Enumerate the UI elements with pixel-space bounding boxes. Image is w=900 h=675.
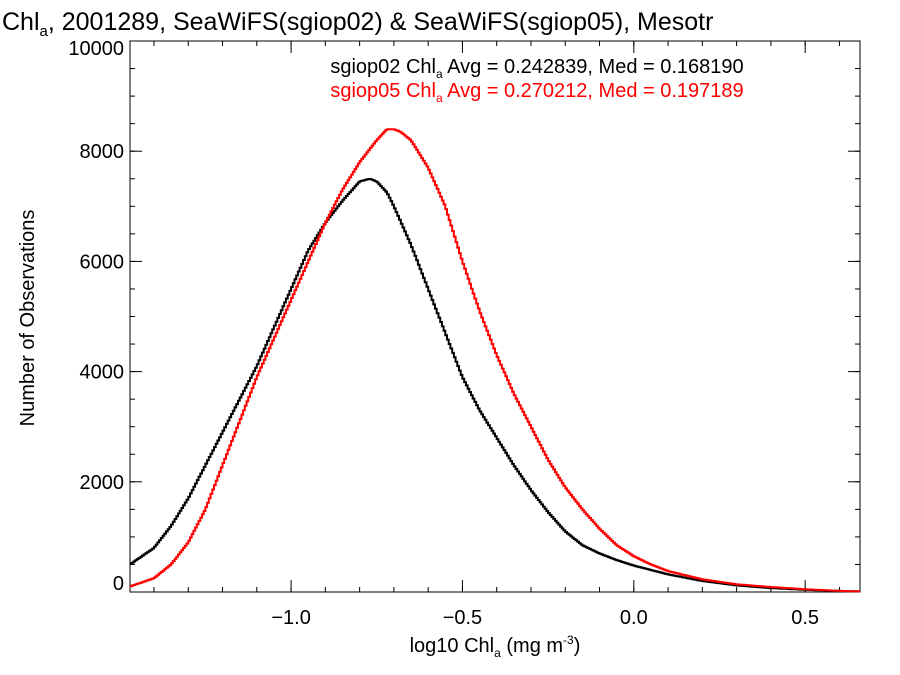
legend-entry-part2: Avg = 0.270212, Med = 0.197189 bbox=[443, 80, 744, 102]
x-axis-label-superscript: -3 bbox=[563, 633, 574, 647]
chart-title: Chla, 2001289, SeaWiFS(sgiop02) & SeaWiF… bbox=[2, 8, 713, 40]
chart-title-part2: , 2001289, SeaWiFS(sgiop02) & SeaWiFS(sg… bbox=[48, 8, 714, 36]
legend-entry-part1: sgiop02 Chl bbox=[330, 56, 436, 78]
y-tick-label: 8000 bbox=[80, 141, 125, 163]
x-axis-label-subscript: a bbox=[494, 646, 501, 660]
y-tick-label: 4000 bbox=[80, 362, 125, 384]
x-axis-label: log10 Chla (mg m-3) bbox=[410, 633, 581, 660]
y-tick-label: 2000 bbox=[80, 472, 125, 494]
legend-entry-subscript: a bbox=[436, 91, 443, 105]
legend-entry-sgiop02: sgiop02 Chla Avg = 0.242839, Med = 0.168… bbox=[330, 56, 743, 81]
y-tick-label: 6000 bbox=[80, 251, 125, 273]
chart-title-part1: Chl bbox=[2, 8, 40, 36]
legend-entry-part1: sgiop05 Chl bbox=[330, 80, 436, 102]
legend-entry-sgiop05: sgiop05 Chla Avg = 0.270212, Med = 0.197… bbox=[330, 80, 743, 105]
legend-entry-part2: Avg = 0.242839, Med = 0.168190 bbox=[443, 56, 744, 78]
plot-axes: −1.0 −0.5 0.0 0.5 0 2000 4000 6000 8000 10000 bbox=[68, 38, 861, 629]
series-line-sgiop02 bbox=[130, 178, 860, 593]
chart-title-subscript: a bbox=[40, 23, 49, 40]
y-axis-label: Number of Observations bbox=[17, 210, 39, 427]
legend: sgiop02 Chla Avg = 0.242839, Med = 0.168… bbox=[330, 56, 743, 105]
legend-entry-subscript: a bbox=[436, 67, 443, 81]
x-tick-label: 0.5 bbox=[791, 607, 819, 629]
data-series bbox=[130, 128, 860, 593]
series-line-sgiop05 bbox=[130, 128, 860, 593]
x-tick-label: −1.0 bbox=[271, 607, 310, 629]
plot-frame bbox=[129, 40, 861, 593]
y-tick-label: 0 bbox=[113, 573, 124, 595]
y-tick-label: 10000 bbox=[68, 38, 124, 60]
x-tick-label: −0.5 bbox=[443, 607, 482, 629]
x-axis-label-part1: log10 Chl bbox=[410, 635, 495, 657]
x-axis-label-part2: (mg m bbox=[501, 635, 563, 657]
x-axis-label-part3: ) bbox=[574, 635, 581, 657]
x-tick-label: 0.0 bbox=[620, 607, 648, 629]
